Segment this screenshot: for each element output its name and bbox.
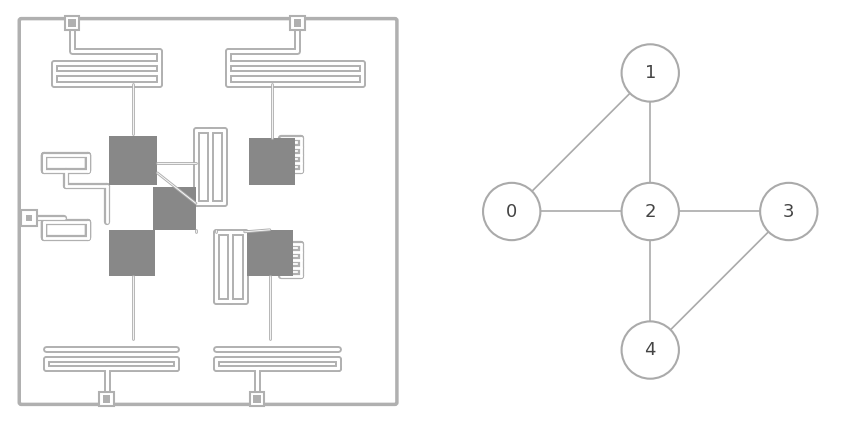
Bar <box>153 187 196 230</box>
Bar <box>100 392 114 406</box>
Text: 0: 0 <box>506 203 518 220</box>
FancyBboxPatch shape <box>19 19 397 404</box>
Bar <box>65 16 79 30</box>
Bar <box>22 210 36 226</box>
Text: 1: 1 <box>644 64 656 82</box>
Circle shape <box>760 183 818 240</box>
Circle shape <box>622 183 679 240</box>
Bar <box>108 136 157 185</box>
Circle shape <box>483 183 540 240</box>
Circle shape <box>622 44 679 102</box>
Bar <box>26 215 32 221</box>
Bar <box>249 138 296 185</box>
Bar <box>250 392 264 406</box>
Text: 4: 4 <box>644 341 656 359</box>
Bar <box>290 16 304 30</box>
Bar <box>253 395 261 403</box>
Circle shape <box>622 321 679 379</box>
Bar <box>108 230 155 277</box>
Bar <box>68 19 76 27</box>
Bar <box>246 230 293 277</box>
Bar <box>102 395 110 403</box>
Text: 2: 2 <box>644 203 656 220</box>
Text: 3: 3 <box>783 203 794 220</box>
Bar <box>294 19 302 27</box>
